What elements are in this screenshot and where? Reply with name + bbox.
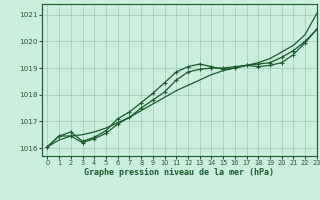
X-axis label: Graphe pression niveau de la mer (hPa): Graphe pression niveau de la mer (hPa) xyxy=(84,168,274,177)
